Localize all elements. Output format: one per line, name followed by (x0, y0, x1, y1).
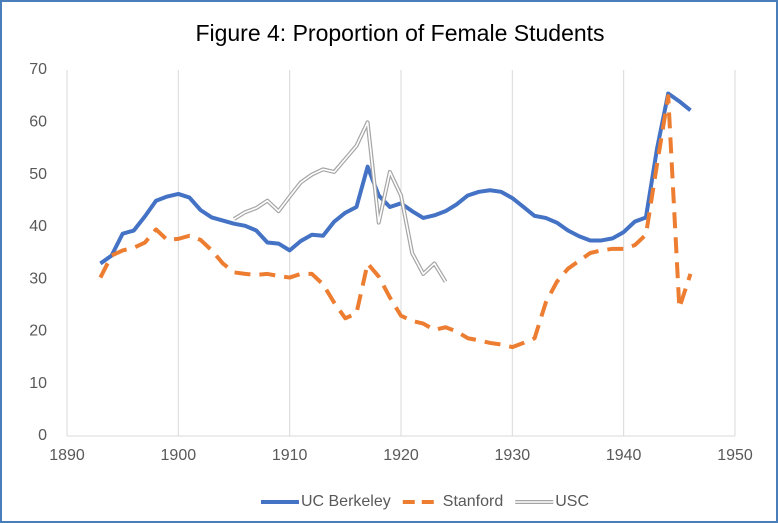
x-tick-label: 1920 (383, 447, 419, 464)
legend-label: USC (555, 493, 589, 510)
x-tick-label: 1950 (717, 447, 753, 464)
x-tick-label: 1940 (606, 447, 642, 464)
y-tick-label: 0 (38, 427, 47, 444)
y-tick-label: 20 (29, 323, 47, 340)
x-tick-label: 1910 (272, 447, 308, 464)
y-tick-label: 60 (29, 114, 47, 131)
legend-label: Stanford (443, 493, 503, 510)
x-tick-label: 1930 (495, 447, 531, 464)
x-tick-label: 1890 (49, 447, 85, 464)
series-line (99, 91, 692, 266)
series-line (98, 94, 693, 350)
legend-label: UC Berkeley (301, 493, 391, 510)
y-tick-label: 10 (29, 375, 47, 392)
y-tick-label: 70 (29, 61, 47, 78)
x-tick-label: 1900 (161, 447, 197, 464)
y-tick-label: 30 (29, 270, 47, 287)
y-tick-label: 40 (29, 218, 47, 235)
series-line-inner (233, 121, 447, 283)
chart-title: Figure 4: Proportion of Female Students (195, 20, 604, 46)
y-tick-label: 50 (29, 166, 47, 183)
